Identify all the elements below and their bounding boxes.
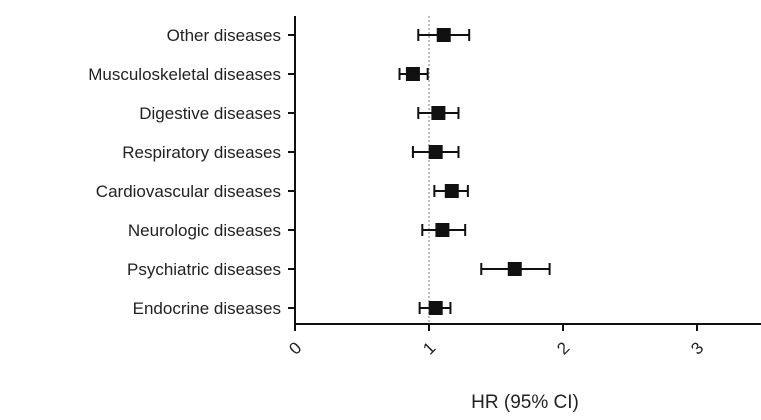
forest-row-marks	[398, 67, 429, 81]
category-label: Neurologic diseases	[128, 221, 281, 240]
category-label: Musculoskeletal diseases	[88, 65, 281, 84]
x-tick-label-2: 2	[553, 338, 573, 358]
forest-row-marks	[433, 184, 469, 198]
forest-row-marks	[417, 106, 460, 120]
forest-row-marks	[418, 301, 452, 315]
x-tick-label-3: 3	[687, 338, 707, 358]
category-label: Other diseases	[167, 26, 281, 45]
hr-point	[431, 106, 446, 120]
axes: 0 1 2 3	[285, 16, 761, 358]
hr-point	[428, 145, 443, 159]
category-label: Respiratory diseases	[122, 143, 281, 162]
hr-point	[444, 184, 459, 198]
forest-row-marks	[421, 223, 467, 237]
hr-point	[436, 28, 451, 42]
forest-row-marks	[411, 145, 460, 159]
hr-point	[428, 301, 443, 315]
data-marks	[398, 28, 551, 315]
category-label: Digestive diseases	[139, 104, 281, 123]
category-label: Psychiatric diseases	[127, 260, 281, 279]
hr-point	[507, 262, 522, 276]
x-tick-label-0: 0	[285, 338, 305, 358]
category-label: Endocrine diseases	[133, 299, 281, 318]
category-label: Cardiovascular diseases	[96, 182, 281, 201]
hr-point	[435, 223, 450, 237]
hr-point	[405, 67, 420, 81]
category-labels: Other diseases Musculoskeletal diseases Di…	[88, 26, 281, 318]
x-axis-title: HR (95% CI)	[471, 392, 579, 413]
forest-row-marks	[480, 262, 551, 276]
forest-row-marks	[417, 28, 471, 42]
x-tick-label-1: 1	[419, 338, 439, 358]
